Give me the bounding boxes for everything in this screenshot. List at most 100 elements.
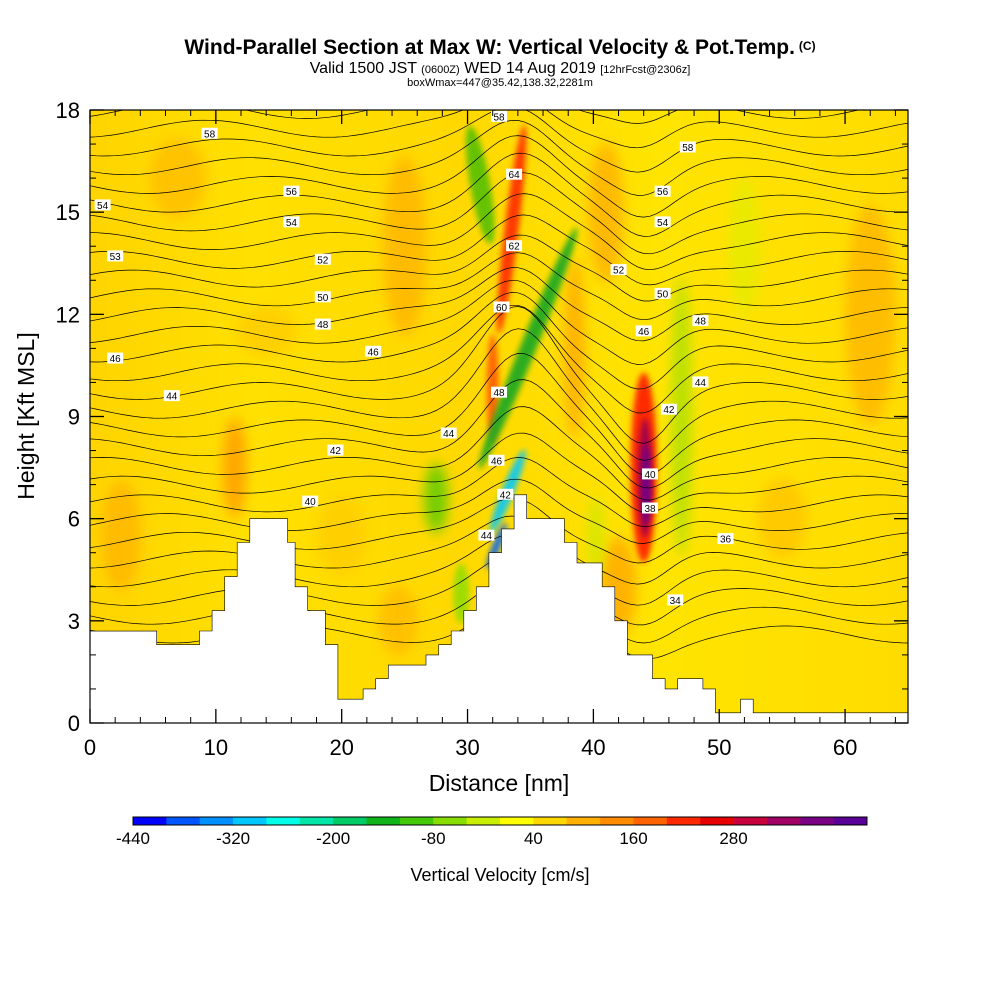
contour-label-bg (314, 318, 331, 330)
contour-label-text: 40 (644, 470, 656, 481)
contour-label: 54 (654, 216, 671, 229)
colorbar-swatch (266, 817, 301, 825)
contour-label-text: 52 (317, 255, 329, 266)
velocity-cell (101, 480, 142, 591)
contour-label-bg (488, 454, 505, 466)
contour-label: 46 (488, 454, 505, 467)
isentrope-line (90, 353, 908, 476)
velocity-field (101, 124, 896, 656)
contour-label-bg (283, 216, 300, 228)
colorbar-swatch (566, 817, 601, 825)
contour-label-bg (493, 301, 510, 313)
contour-label-bg (667, 594, 684, 606)
isentrope-line (90, 432, 908, 513)
isentrope-line (90, 214, 908, 286)
chart-title: Wind-Parallel Section at Max W: Vertical… (0, 36, 1000, 60)
contour-label: 60 (493, 301, 510, 314)
contour-label-text: 36 (720, 535, 732, 546)
isentrope-line (90, 110, 908, 149)
contour-label-text: 44 (481, 531, 493, 542)
y-tick-label: 18 (56, 98, 80, 123)
contour-label: 40 (302, 495, 319, 508)
colorbar-swatch (666, 817, 701, 825)
contour-label: 54 (94, 199, 111, 212)
isentrope-line (90, 193, 908, 271)
contour-label: 42 (327, 444, 344, 457)
contour-label-text: 48 (695, 317, 707, 328)
contour-label-text: 46 (110, 354, 122, 365)
contour-labels: 58 58 58 56 56 54 54 54 53 52 52 50 50 48 48 46 46 46 44 44… (94, 110, 734, 607)
contour-label: 36 (717, 533, 734, 546)
contour-label-bg (314, 253, 331, 265)
velocity-cell (424, 463, 449, 534)
contour-label-bg (692, 376, 709, 388)
colorbar-tick-label: 160 (619, 829, 647, 848)
contour-label: 40 (642, 468, 658, 481)
contour-label: 38 (642, 502, 658, 515)
colorbar-swatch (166, 817, 201, 825)
contour-label: 42 (497, 488, 514, 501)
contour-label-bg (610, 264, 627, 276)
isentrope-line (90, 306, 908, 444)
isentrope-line (90, 279, 908, 365)
contour-label: 48 (491, 386, 507, 399)
subtitle-valid: Valid 1500 JST (309, 60, 417, 77)
contour-label-bg (642, 468, 658, 480)
contour-label: 50 (314, 291, 331, 304)
x-tick-label: 50 (707, 735, 731, 760)
contour-label: 54 (283, 216, 300, 229)
contour-label-text: 34 (670, 596, 682, 607)
y-axis-label: Height [Kft MSL] (13, 332, 39, 499)
colorbar-tick-label: -320 (216, 829, 250, 848)
isentrope-line (90, 292, 908, 390)
contour-label-text: 42 (663, 405, 675, 416)
x-tick-label: 0 (84, 735, 96, 760)
colorbar-swatch (833, 817, 868, 825)
contour-label-text: 44 (443, 429, 455, 440)
terrain-mask (90, 494, 908, 723)
contour-label-bg (440, 427, 457, 439)
velocity-cell (845, 204, 896, 425)
colorbar-swatch (333, 817, 367, 825)
contour-label: 46 (365, 345, 382, 358)
contour-label-bg (302, 495, 319, 507)
velocity-cell (453, 563, 470, 624)
contour-label-text: 38 (644, 504, 656, 515)
colorbar-tick-label: -440 (116, 829, 150, 848)
velocity-cell (378, 585, 419, 656)
colorbar-tick-label: -80 (421, 829, 446, 848)
chart-title-text: Wind-Parallel Section at Max W: Vertical… (184, 36, 795, 59)
colorbar-tick-label: -200 (316, 829, 350, 848)
contour-label-text: 46 (491, 456, 503, 467)
contour-label-bg (365, 345, 382, 357)
contour-label-text: 44 (695, 378, 707, 389)
colorbar-swatch (533, 817, 568, 825)
contour-label: 56 (283, 185, 300, 198)
contour-label-text: 46 (638, 327, 650, 338)
isentrope-line (90, 533, 908, 606)
y-tick-label: 15 (56, 200, 80, 225)
contour-label-bg (478, 529, 495, 541)
contour-label-text: 48 (493, 388, 505, 399)
colorbar-frame (132, 816, 868, 826)
isentrope-line (90, 152, 908, 237)
contour-label-text: 42 (500, 490, 512, 501)
isentrope-line (90, 267, 908, 342)
plot-area (90, 69, 908, 723)
velocity-cell (150, 138, 207, 219)
contour-label-text: 53 (110, 252, 122, 263)
contour-label: 58 (491, 110, 507, 123)
subtitle-utc: (0600Z) (421, 64, 460, 76)
isentrope-line (90, 252, 908, 321)
contour-label-bg (642, 502, 658, 514)
colorbar-swatch (299, 817, 334, 825)
y-tick-label: 0 (68, 711, 80, 736)
contour-label-text: 50 (317, 293, 329, 304)
colorbar-swatch (700, 817, 734, 825)
x-tick-label: 60 (833, 735, 857, 760)
colorbar-swatch (199, 817, 234, 825)
isentrope-line (90, 135, 908, 218)
colorbar-swatch (433, 817, 467, 825)
velocity-cell (728, 176, 761, 317)
isentrope-line (90, 69, 908, 101)
